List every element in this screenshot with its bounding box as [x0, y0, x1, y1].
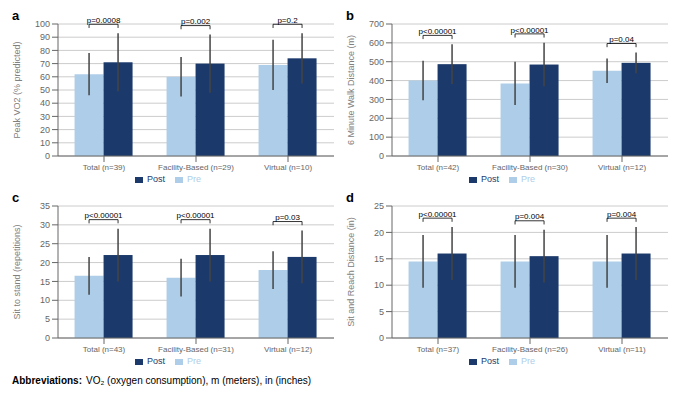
svg-text:p=0.2: p=0.2 — [277, 16, 298, 25]
svg-text:Total (n=39): Total (n=39) — [83, 163, 126, 172]
svg-text:10: 10 — [374, 280, 384, 290]
svg-text:Facility-Based (n=26): Facility-Based (n=26) — [492, 345, 568, 354]
svg-text:50: 50 — [40, 85, 50, 95]
svg-text:0: 0 — [379, 333, 384, 343]
svg-text:Virtual (n=12): Virtual (n=12) — [598, 163, 646, 172]
svg-text:300: 300 — [369, 95, 384, 105]
html-text:Abbreviations:: Abbreviations: — [12, 375, 82, 386]
svg-text:Virtual (n=12): Virtual (n=12) — [264, 345, 312, 354]
svg-text:400: 400 — [369, 76, 384, 86]
svg-text:Sit and Reach Distance (in): Sit and Reach Distance (in) — [346, 217, 356, 327]
svg-text:60: 60 — [40, 72, 50, 82]
svg-text:p=0.004: p=0.004 — [515, 212, 545, 221]
svg-text:Facility-Based (n=31): Facility-Based (n=31) — [158, 345, 234, 354]
svg-text:p<0.00001: p<0.00001 — [511, 26, 550, 35]
svg-text:20: 20 — [40, 258, 50, 268]
html-text:VO₂ (oxygen consumption), m (m: VO₂ (oxygen consumption), m (meters), in… — [86, 375, 312, 386]
svg-text:25: 25 — [374, 201, 384, 211]
svg-text:Total (n=37): Total (n=37) — [417, 345, 460, 354]
html-text:d: d — [346, 190, 354, 205]
svg-text:25: 25 — [40, 239, 50, 249]
html-text:a: a — [12, 8, 20, 23]
svg-text:Virtual (n=10): Virtual (n=10) — [264, 163, 312, 172]
html-text:Pre: Pre — [521, 356, 535, 366]
svg-text:15: 15 — [374, 254, 384, 264]
html-text:Pre: Pre — [187, 174, 201, 184]
svg-text:p=0.002: p=0.002 — [181, 17, 211, 26]
svg-text:p=0.04: p=0.04 — [609, 35, 634, 44]
svg-text:6 Minute Walk Distance (m): 6 Minute Walk Distance (m) — [346, 35, 356, 145]
svg-text:p<0.00001: p<0.00001 — [419, 27, 458, 36]
svg-text:5: 5 — [45, 314, 50, 324]
svg-text:5: 5 — [379, 307, 384, 317]
svg-text:70: 70 — [40, 59, 50, 69]
html-text:Post: Post — [481, 356, 499, 366]
svg-text:10: 10 — [40, 295, 50, 305]
svg-text:p=0.0008: p=0.0008 — [87, 16, 121, 25]
svg-text:100: 100 — [369, 132, 384, 142]
html-text:b: b — [346, 8, 354, 23]
svg-text:Virtual (n=11): Virtual (n=11) — [598, 345, 646, 354]
html-text:Pre: Pre — [187, 356, 201, 366]
svg-text:15: 15 — [40, 277, 50, 287]
svg-text:700: 700 — [369, 19, 384, 29]
svg-text:p<0.00001: p<0.00001 — [419, 210, 458, 219]
html-text:Post: Post — [481, 174, 499, 184]
svg-text:p<0.00001: p<0.00001 — [177, 211, 216, 220]
svg-text:10: 10 — [40, 138, 50, 148]
svg-text:Facility-Based (n=30): Facility-Based (n=30) — [492, 163, 568, 172]
svg-text:30: 30 — [40, 112, 50, 122]
html-text:Post: Post — [147, 356, 165, 366]
svg-text:80: 80 — [40, 46, 50, 56]
html-text:Post: Post — [147, 174, 165, 184]
svg-text:20: 20 — [40, 125, 50, 135]
svg-text:Total (n=42): Total (n=42) — [417, 163, 460, 172]
svg-text:0: 0 — [379, 151, 384, 161]
svg-text:40: 40 — [40, 98, 50, 108]
svg-text:p<0.00001: p<0.00001 — [85, 211, 124, 220]
svg-text:500: 500 — [369, 57, 384, 67]
html-text:c: c — [12, 190, 20, 205]
svg-text:Peak VO2 (% predicted): Peak VO2 (% predicted) — [12, 41, 22, 138]
svg-text:Sit to stand (repetitions): Sit to stand (repetitions) — [12, 224, 22, 319]
svg-text:0: 0 — [45, 151, 50, 161]
html-text:Pre: Pre — [521, 174, 535, 184]
svg-text:35: 35 — [40, 201, 50, 211]
svg-text:p=0.03: p=0.03 — [275, 213, 300, 222]
svg-text:Total (n=43): Total (n=43) — [83, 345, 126, 354]
svg-text:600: 600 — [369, 38, 384, 48]
svg-text:90: 90 — [40, 32, 50, 42]
svg-text:Facility-Based (n=29): Facility-Based (n=29) — [158, 163, 234, 172]
svg-text:0: 0 — [45, 333, 50, 343]
svg-text:p=0.004: p=0.004 — [607, 210, 637, 219]
svg-text:20: 20 — [374, 228, 384, 238]
svg-text:30: 30 — [40, 220, 50, 230]
svg-text:100: 100 — [35, 19, 50, 29]
svg-text:200: 200 — [369, 113, 384, 123]
